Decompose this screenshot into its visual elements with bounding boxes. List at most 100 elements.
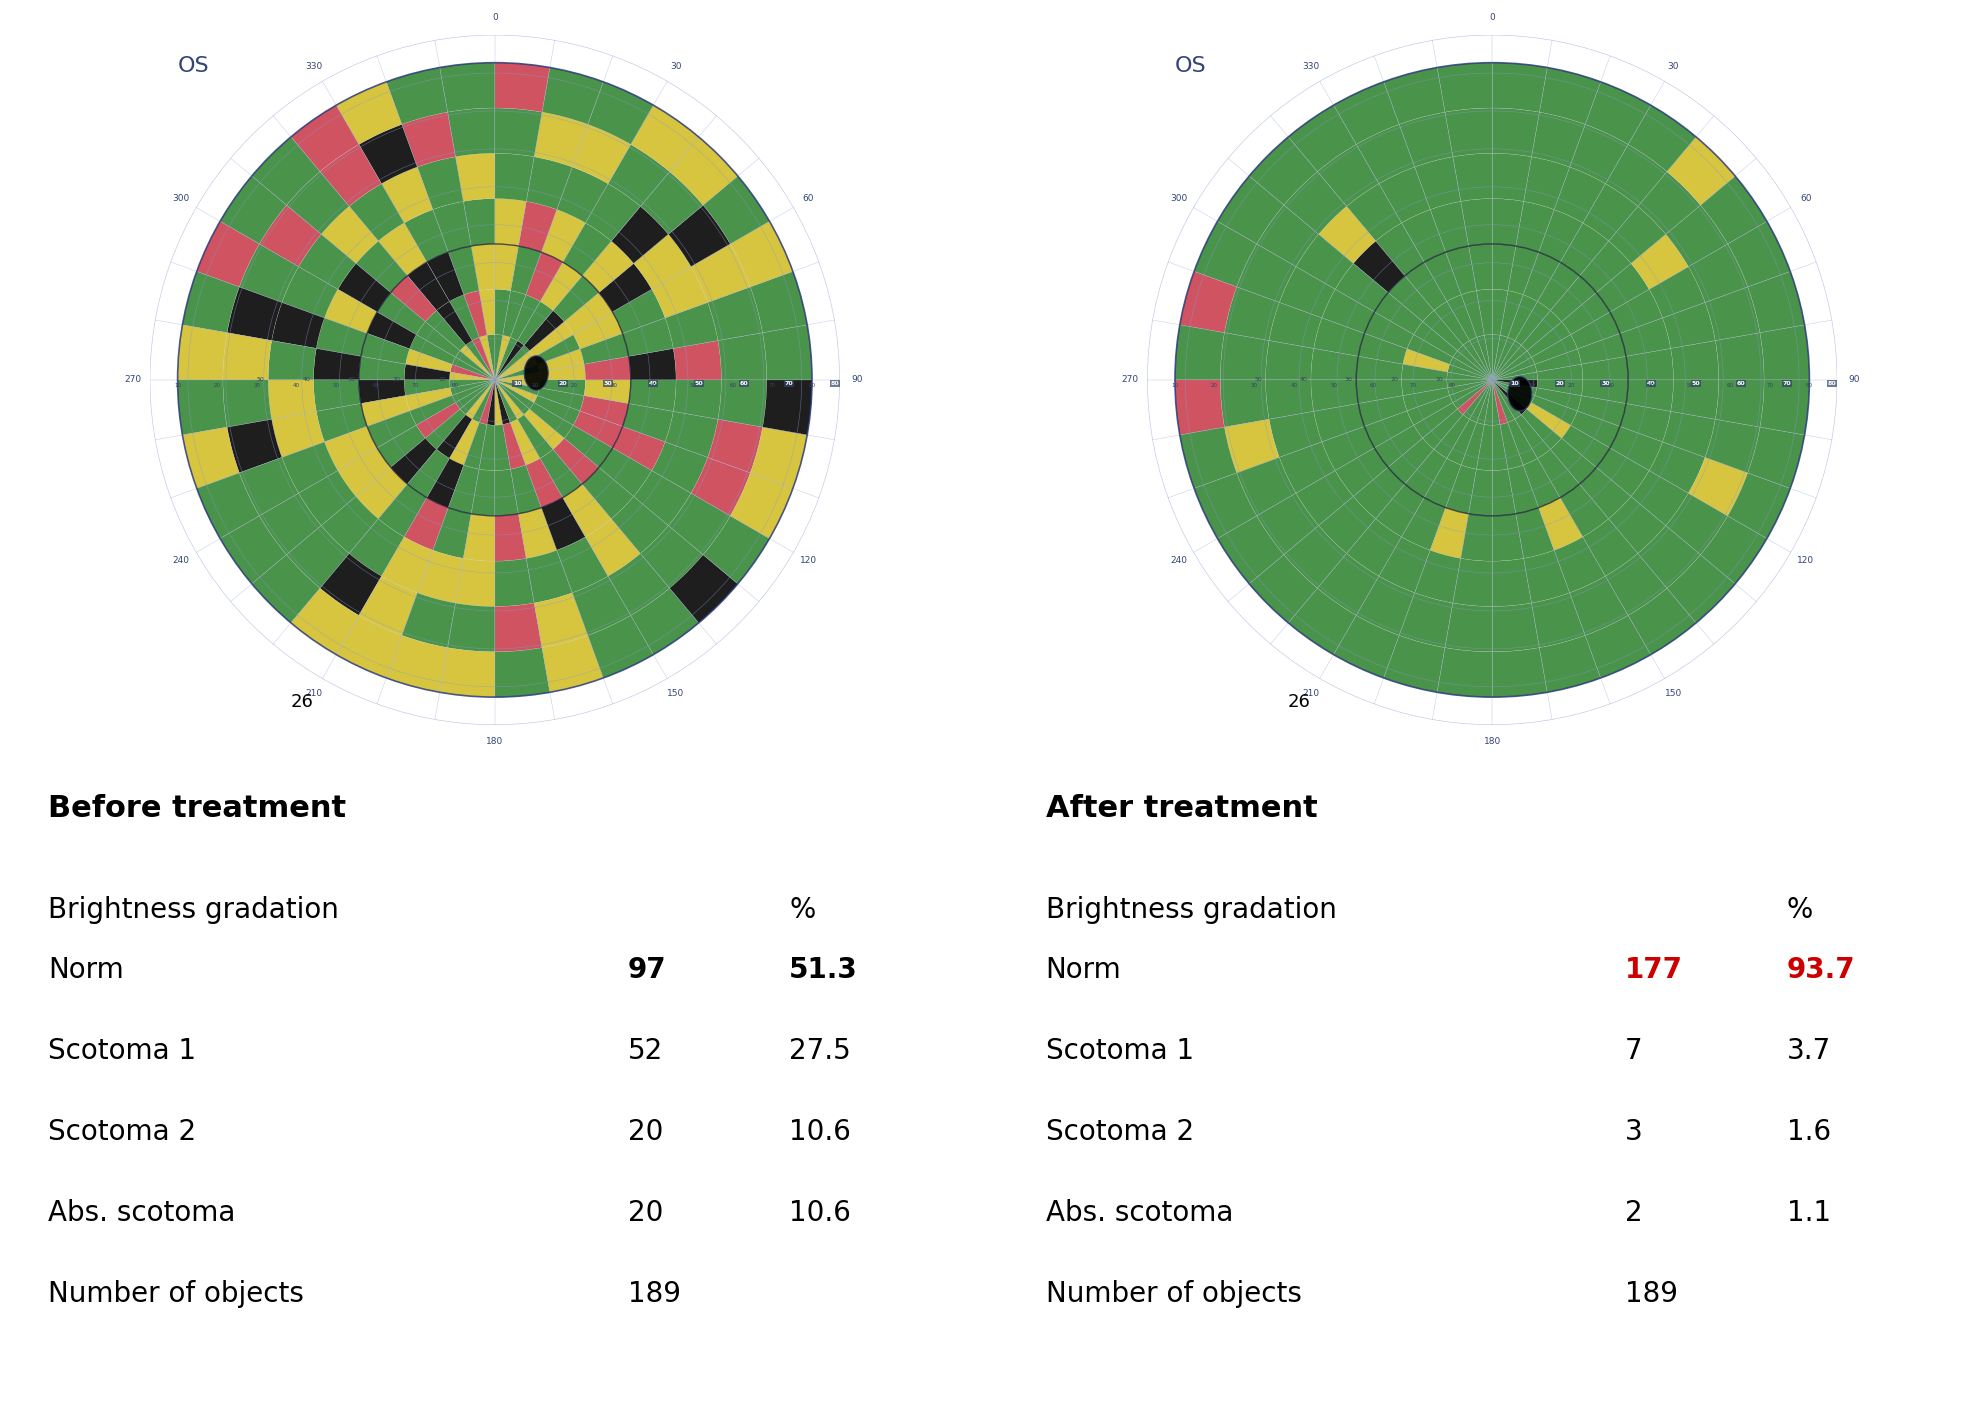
Text: 90: 90 [1848,375,1860,385]
Text: 60: 60 [1727,383,1733,389]
Wedge shape [612,206,668,264]
Text: 120: 120 [1796,556,1814,566]
Wedge shape [1460,423,1484,469]
Wedge shape [535,396,580,425]
Wedge shape [1586,81,1651,145]
Wedge shape [1582,380,1627,403]
Wedge shape [622,403,674,442]
Text: 20: 20 [570,383,578,389]
Wedge shape [1516,201,1554,253]
Wedge shape [552,438,598,484]
Wedge shape [1492,647,1548,698]
Wedge shape [1447,246,1476,295]
Ellipse shape [1508,376,1532,411]
Wedge shape [403,380,451,396]
Wedge shape [1492,424,1508,470]
Wedge shape [1452,380,1492,409]
Wedge shape [1389,438,1435,484]
Wedge shape [223,333,272,380]
Wedge shape [1476,424,1492,470]
Wedge shape [439,63,495,112]
Wedge shape [1550,438,1596,484]
Text: 20: 20 [215,383,221,389]
Wedge shape [1462,341,1492,380]
Wedge shape [1413,322,1458,357]
Wedge shape [1760,380,1810,435]
Text: 3: 3 [1625,1118,1643,1146]
Text: 50: 50 [1687,383,1695,389]
Wedge shape [1236,458,1296,515]
Wedge shape [628,348,676,380]
Wedge shape [1596,264,1649,312]
Wedge shape [511,246,540,295]
Wedge shape [465,341,495,380]
Wedge shape [1288,105,1357,171]
Wedge shape [1447,380,1492,388]
Wedge shape [495,380,503,425]
Wedge shape [495,63,550,112]
Wedge shape [1284,171,1347,234]
Wedge shape [703,515,769,584]
Wedge shape [540,449,582,497]
Text: Scotoma 2: Scotoma 2 [48,1118,197,1146]
Wedge shape [1649,442,1705,493]
Wedge shape [751,271,807,333]
Wedge shape [1492,365,1536,380]
Wedge shape [177,380,227,435]
Wedge shape [1383,636,1445,692]
Text: 270: 270 [1121,375,1139,385]
Wedge shape [495,244,519,291]
Wedge shape [437,414,473,458]
Text: 60: 60 [803,194,815,204]
Text: 180: 180 [1484,737,1500,747]
Wedge shape [1492,380,1500,425]
Wedge shape [1460,514,1492,562]
Wedge shape [320,145,382,206]
Wedge shape [1401,364,1449,380]
Wedge shape [471,469,495,515]
Wedge shape [612,497,668,553]
Wedge shape [495,424,511,470]
Wedge shape [1584,518,1637,576]
Wedge shape [471,244,495,291]
Wedge shape [407,263,449,310]
Wedge shape [517,302,552,345]
Wedge shape [1447,465,1476,514]
Wedge shape [1492,372,1538,380]
Wedge shape [1296,470,1353,525]
Wedge shape [1353,468,1405,518]
Wedge shape [1437,647,1492,698]
Wedge shape [221,515,286,584]
Text: 60: 60 [372,383,380,389]
Wedge shape [1375,292,1423,334]
Wedge shape [535,334,580,365]
Wedge shape [324,289,378,333]
Wedge shape [1554,167,1605,223]
Wedge shape [1280,442,1335,493]
Wedge shape [1550,275,1596,322]
Wedge shape [1705,286,1760,341]
Text: 52: 52 [628,1038,664,1066]
Text: 10: 10 [1172,383,1178,389]
Wedge shape [670,138,737,205]
Wedge shape [668,205,731,267]
Text: 90: 90 [850,375,862,385]
Wedge shape [487,334,495,380]
Wedge shape [562,484,612,536]
Wedge shape [1570,312,1619,350]
Text: 20: 20 [1556,380,1564,386]
Wedge shape [1562,425,1609,468]
Wedge shape [1347,184,1401,241]
Wedge shape [1578,333,1625,364]
Wedge shape [1413,403,1458,438]
Wedge shape [1236,244,1296,302]
Wedge shape [223,380,272,427]
Wedge shape [1619,317,1671,357]
Wedge shape [640,525,703,588]
Wedge shape [227,286,282,341]
Wedge shape [451,380,495,396]
Wedge shape [1270,302,1321,348]
Wedge shape [495,341,525,380]
Wedge shape [556,167,608,223]
Wedge shape [360,576,417,636]
